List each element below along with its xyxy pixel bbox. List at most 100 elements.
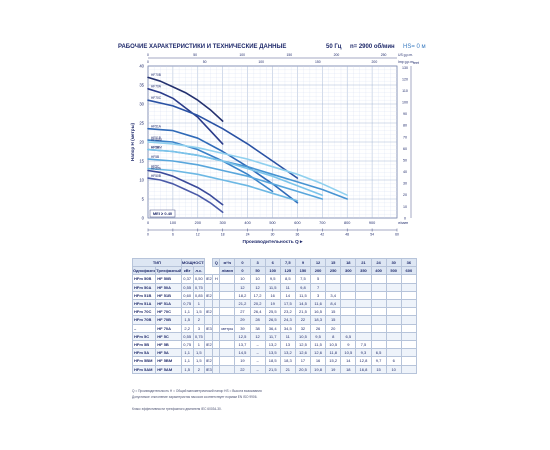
head-value-cell: 15 (325, 315, 342, 325)
head-value-cell: 8,5 (279, 274, 296, 284)
head-value-cell (370, 274, 387, 284)
head-value-cell (340, 307, 357, 317)
series-label: HF70A (151, 85, 162, 89)
head-value-cell: 39 (234, 323, 251, 333)
y2-tick-label: 110 (402, 89, 408, 93)
head-value-cell: 11 (279, 282, 296, 292)
model-single-cell: HFm 70B (131, 315, 157, 325)
ie-class-cell: IE2 (204, 274, 214, 284)
ie-class-cell: IE2 (204, 290, 214, 301)
head-value-cell: 21,2 (234, 299, 251, 309)
head-value-cell: 17 (294, 356, 312, 366)
model-single-cell: HFm 5BM (131, 356, 157, 366)
y2-tick-label: 20 (403, 193, 407, 197)
col-type: ТИП (132, 257, 182, 268)
usgpm-tick-label: 150 (287, 53, 293, 57)
head-value-cell: 38 (249, 323, 266, 333)
head-value-cell: 28 (249, 315, 266, 325)
x-tick-label: 500 (269, 221, 275, 225)
h-label-cell (212, 299, 221, 309)
table-row: HFm 5B HF 5B 0,75 1 IE2 13,7–13,2 13 12,5 11,5 10… (131, 340, 418, 350)
model-single-cell: HFm 5AM (131, 364, 157, 374)
head-value-cell (325, 274, 342, 284)
x-tick-label: л/мин (398, 221, 408, 225)
y-tick-label: 5 (142, 196, 145, 201)
power-kw-cell: 1,5 (180, 315, 194, 325)
head-value-cell: 11,5 (294, 290, 312, 301)
head-value-cell: 12,5 (234, 331, 251, 342)
ie-class-cell (204, 331, 214, 342)
head-value-cell: 13,5 (264, 348, 281, 358)
lmin-4: 150 (294, 266, 312, 276)
head-value-cell: – (249, 348, 266, 358)
y-tick-label: 0 (142, 215, 145, 220)
m3h-10: 30 (385, 257, 402, 268)
h-label-cell (212, 348, 221, 358)
footnote-3: Класс эффективности трехфазного двигател… (132, 407, 222, 411)
power-hp-cell: 0,50 (192, 274, 206, 284)
series-label: HF70B (151, 73, 161, 77)
head-value-cell (400, 340, 418, 350)
model-three-cell: HF 5AM (155, 364, 182, 374)
m3h-1: 3 (249, 257, 266, 268)
head-value-cell: 26,4 (249, 307, 266, 317)
head-value-cell: 16 (264, 290, 281, 301)
head-value-cell: 16,5 (309, 307, 327, 317)
usgpm-tick-label: 50 (193, 53, 197, 57)
series-label: HF50B (151, 174, 161, 178)
head-value-cell: 21 (279, 364, 296, 374)
ie-class-cell: IE2 (204, 356, 214, 366)
y-axis-title: Напор H (метры) (130, 123, 135, 162)
head-value-cell: 10 (234, 274, 251, 284)
m3h-4: 9 (294, 257, 312, 268)
lmin-8: 350 (355, 266, 372, 276)
head-value-cell (355, 307, 372, 317)
m3h-2: 6 (264, 257, 281, 268)
x-tick-label: 700 (319, 221, 325, 225)
model-single-cell: HFm 5C (131, 331, 157, 342)
head-value-cell: 3,4 (325, 290, 342, 301)
head-value-cell (370, 331, 387, 342)
unit-cell (219, 348, 236, 358)
h-label-cell (212, 315, 221, 325)
h-label-cell (212, 340, 221, 350)
model-three-cell: HF 50A (155, 282, 182, 292)
series-label: HF5BM (151, 145, 162, 149)
y2-tick-label: 0 (404, 216, 406, 220)
y-tick-label: 10 (139, 177, 144, 182)
series-label: HF5B (151, 155, 159, 159)
impgpm-tick-label: 0 (147, 60, 149, 64)
table-row: HFm 51A HF 51A 0,75 1 21,2 20,2 19 17,5 14,5 11,6… (131, 299, 418, 309)
head-value-cell (325, 282, 342, 292)
head-value-cell: 20,2 (249, 299, 266, 309)
usgpm-tick-label: 200 (334, 53, 340, 57)
head-value-cell (400, 323, 418, 333)
col-hp: л.с. (192, 266, 206, 276)
mei-box (149, 209, 176, 218)
model-three-cell: HF 5BM (155, 356, 182, 366)
table-row: HFm 5A HF 5A 1,1 1,5 14,5–13,5 13,2 12,6 12,6 11… (131, 348, 418, 358)
m3h-tick-label: 6 (172, 233, 174, 237)
head-value-cell (355, 299, 372, 309)
power-kw-cell: 0,37 (180, 274, 194, 284)
chart-header: РАБОЧИЕ ХАРАКТЕРИСТИКИ И ТЕХНИЧЕСКИЕ ДАН… (118, 44, 426, 54)
m3h-tick-label: 30 (271, 233, 275, 237)
series-label: HF5AM (151, 138, 162, 142)
head-value-cell: 21,5 (294, 307, 312, 317)
head-value-cell: 24,3 (279, 315, 296, 325)
power-hp-cell: 0,85 (192, 290, 206, 301)
head-value-cell: 11,7 (264, 331, 281, 342)
lmin-2: 100 (264, 266, 281, 276)
h-label-cell (212, 356, 221, 366)
y2-tick-label: 50 (403, 158, 407, 162)
head-value-cell (400, 307, 418, 317)
unit-cell (219, 299, 236, 309)
power-kw-cell: 0,75 (180, 299, 194, 309)
head-value-cell: 12,6 (294, 348, 312, 358)
x-tick-label: 0 (147, 221, 149, 225)
power-hp-cell: 1,5 (192, 348, 206, 358)
series-label: HF5A (151, 145, 160, 149)
suction-height-label: HS= 0 м (403, 44, 426, 50)
head-value-cell: 23,2 (279, 307, 296, 317)
head-value-cell: 9,5 (309, 331, 327, 342)
